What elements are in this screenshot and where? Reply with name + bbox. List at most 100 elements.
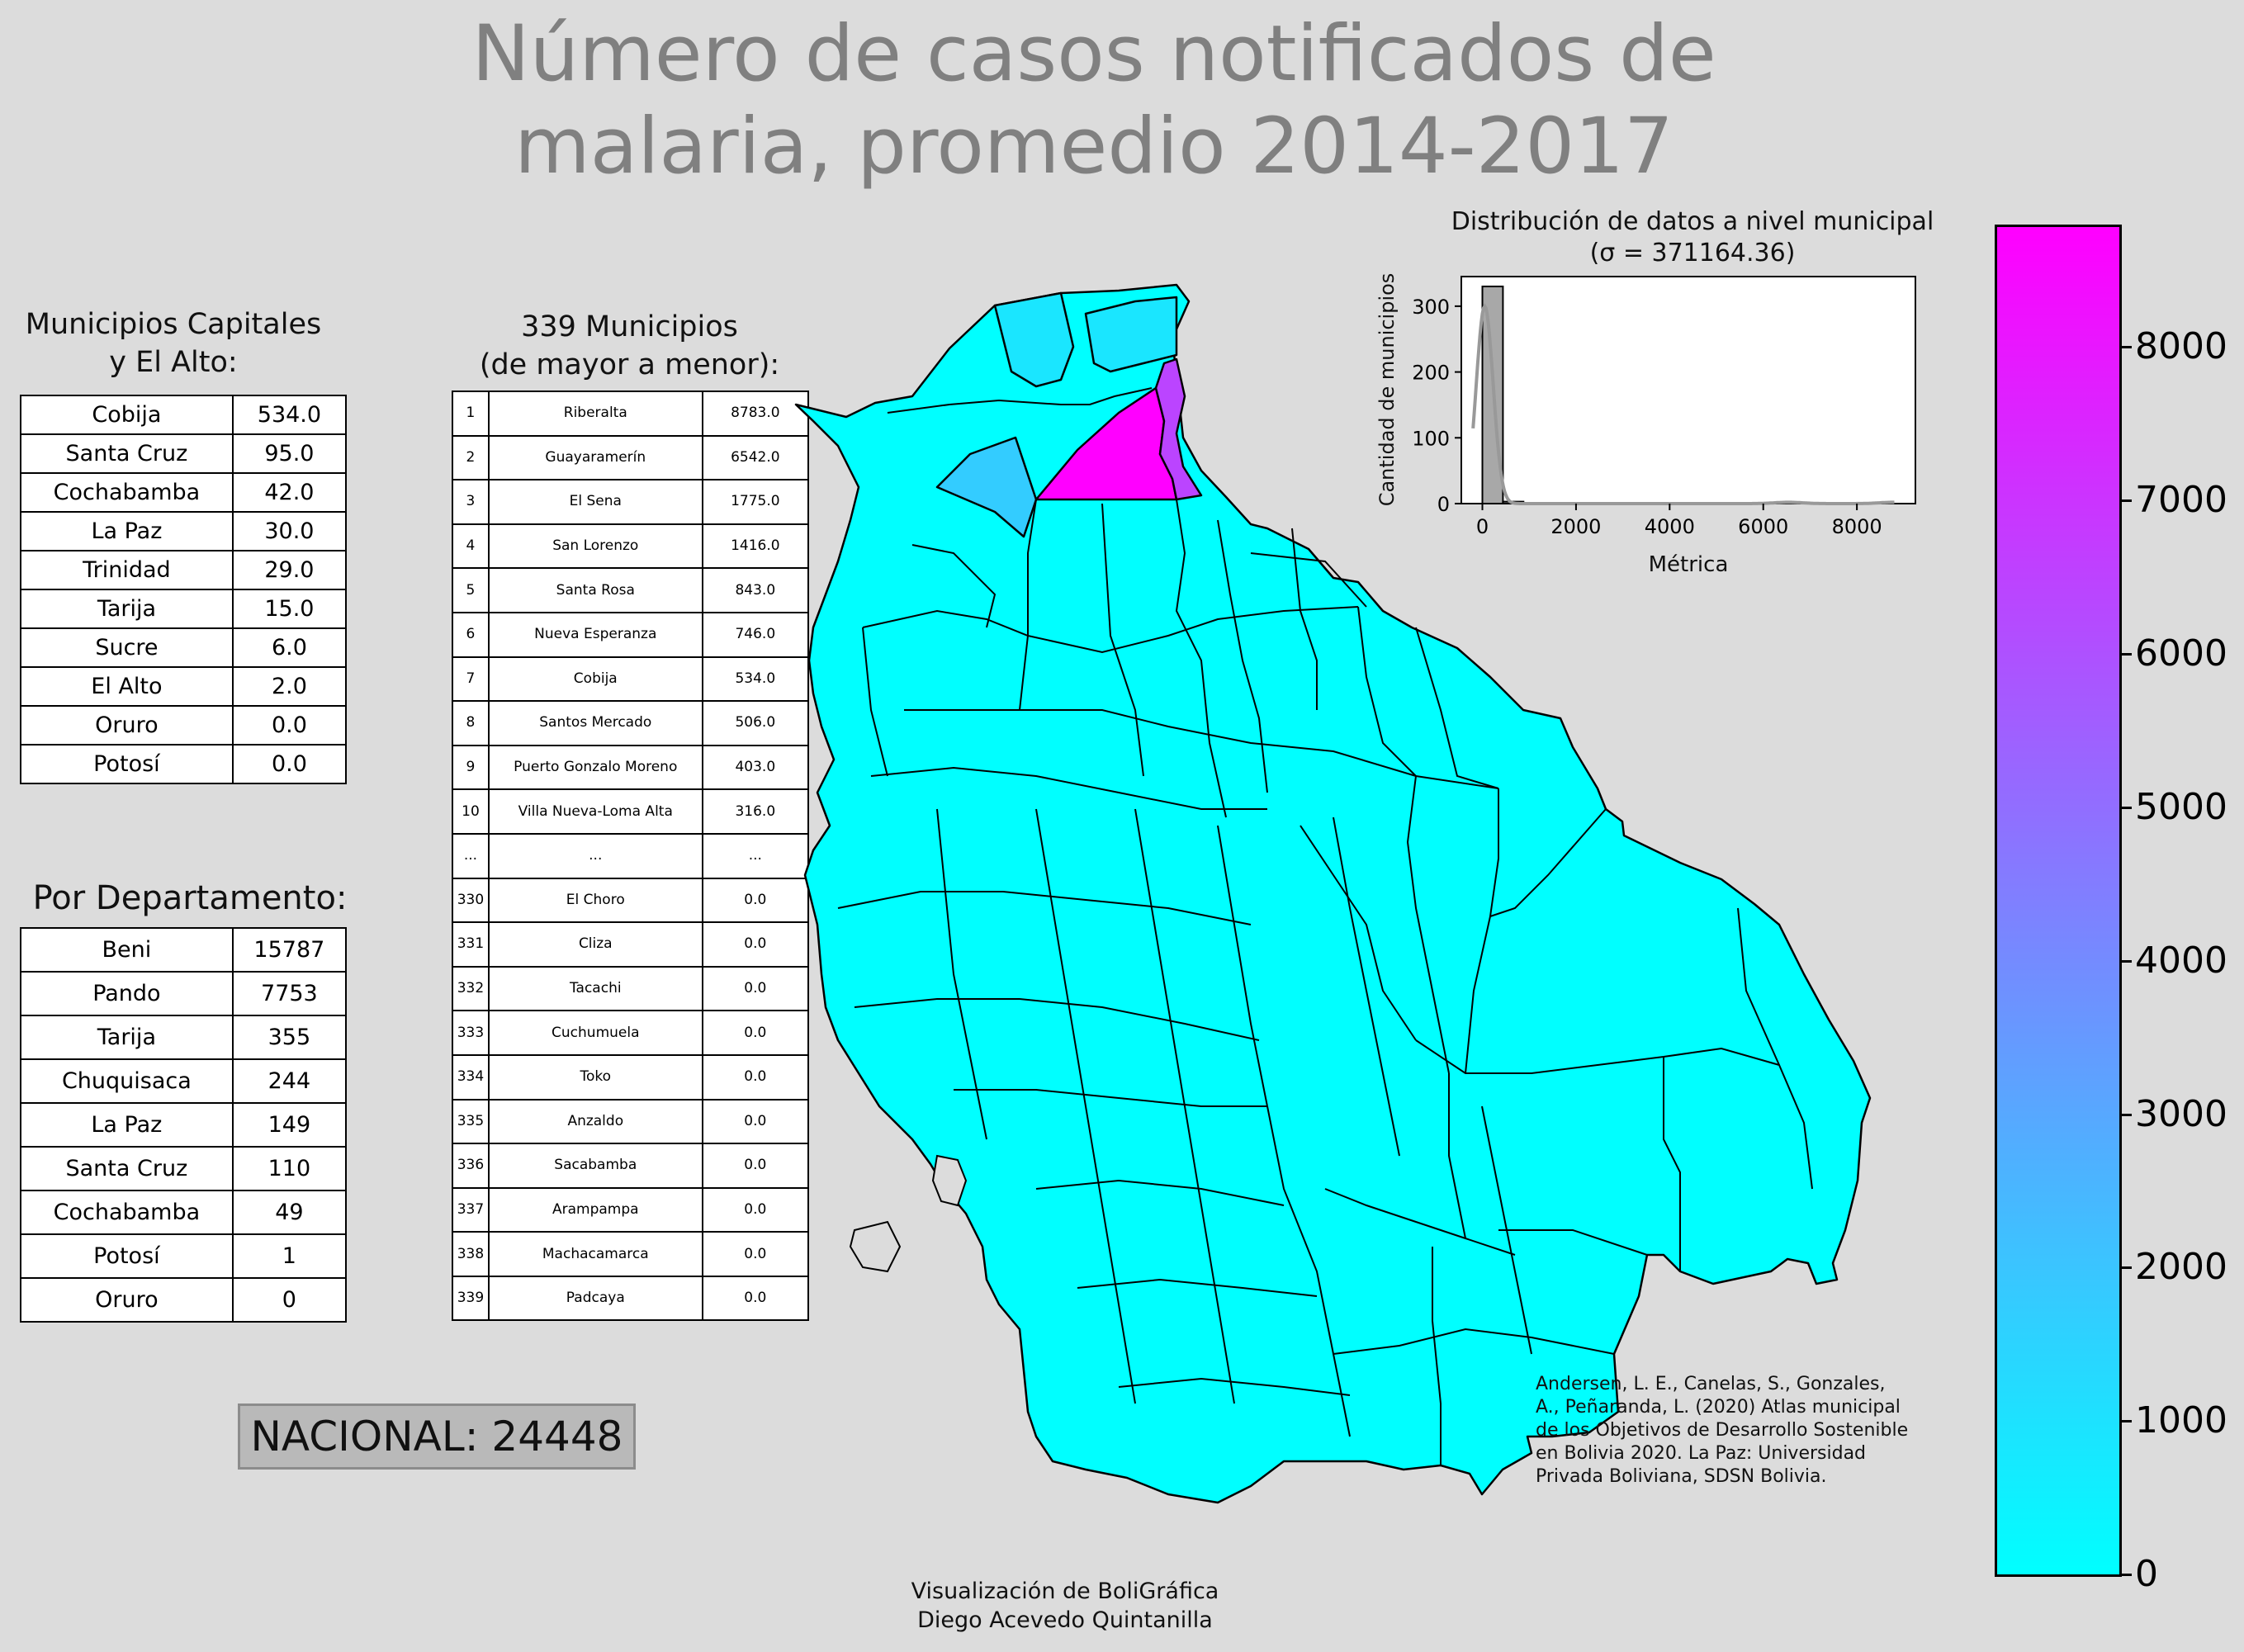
- colorbar-tick: [2120, 653, 2132, 656]
- department-row-value: 149: [231, 1102, 348, 1148]
- municipality-row: 9 Puerto Gonzalo Moreno 403.0: [452, 744, 810, 791]
- capital-row-value: 30.0: [231, 511, 348, 551]
- colorbar-tick: [2120, 959, 2132, 963]
- municipality-row-name: Cobija: [487, 656, 703, 703]
- title-line-1: Número de casos notificados de: [471, 9, 1716, 99]
- department-row-name: La Paz: [20, 1102, 234, 1148]
- municipality-row-name: Tacachi: [487, 965, 703, 1012]
- municipality-row-value: 0.0: [701, 877, 810, 924]
- municipality-row-name: Anzaldo: [487, 1098, 703, 1145]
- municipality-row-rank: 339: [452, 1275, 490, 1322]
- departments-heading: Por Departamento:: [32, 879, 348, 917]
- municipality-row-rank: 9: [452, 744, 490, 791]
- municipality-row-rank: 6: [452, 611, 490, 658]
- colorbar-tick-label: 3000: [2135, 1092, 2227, 1135]
- colorbar-tick: [2120, 499, 2132, 503]
- municipalities-heading: 339 Municipios (de mayor a menor):: [450, 308, 809, 384]
- municipality-row-value: ...: [701, 832, 810, 879]
- municipality-row-value: 843.0: [701, 567, 810, 613]
- colorbar-tick: [2120, 1113, 2132, 1116]
- histogram-chart: 0 2000 4000 6000 8000 0 100 200 300 Métrica Can…: [1375, 273, 1916, 577]
- municipality-row: 331 Cliza 0.0: [452, 921, 810, 968]
- capital-row-value: 0.0: [231, 744, 348, 784]
- municipality-row-name: Santos Mercado: [487, 700, 703, 746]
- department-row: La Paz 149: [20, 1102, 348, 1148]
- department-row: Tarija 355: [20, 1015, 348, 1060]
- municipality-row: 335 Anzaldo 0.0: [452, 1098, 810, 1145]
- municipality-row: .........: [452, 832, 810, 879]
- capital-row: Sucre 6.0: [20, 627, 348, 668]
- municipality-row-name: El Choro: [487, 877, 703, 924]
- colorbar-tick: [2120, 806, 2132, 809]
- municipality-row-rank: 336: [452, 1143, 490, 1189]
- municipality-row-name: Padcaya: [487, 1275, 703, 1322]
- capital-row-value: 95.0: [231, 433, 348, 474]
- municipality-row-value: 8783.0: [701, 391, 810, 437]
- capital-row-value: 0.0: [231, 705, 348, 746]
- capital-row: Trinidad 29.0: [20, 550, 348, 590]
- capital-row-name: Potosí: [20, 744, 234, 784]
- histogram-xtick-label: 2000: [1550, 515, 1601, 538]
- municipality-row-value: 1416.0: [701, 523, 810, 570]
- colorbar-tick-label: 6000: [2135, 632, 2227, 675]
- municipality-row: 3 El Sena 1775.0: [452, 479, 810, 525]
- municipality-row: 336 Sacabamba 0.0: [452, 1143, 810, 1189]
- department-row: Beni 15787: [20, 927, 348, 973]
- municipality-row-rank: 5: [452, 567, 490, 613]
- department-row-value: 0: [231, 1277, 348, 1323]
- municipality-row-rank: 10: [452, 788, 490, 835]
- municipality-row: 7 Cobija 534.0: [452, 656, 810, 703]
- municipality-row: 334 Toko 0.0: [452, 1053, 810, 1101]
- municipality-row-name: ...: [487, 832, 703, 879]
- municipality-row-rank: 331: [452, 921, 490, 968]
- histogram-xtick-label: 0: [1476, 515, 1489, 538]
- municipalities-table: 1 Riberalta 8783.0 2 Guayaramerín 6542.0 3 El S…: [452, 391, 810, 1322]
- title-line-2: malaria, promedio 2014-2017: [514, 102, 1674, 192]
- colorbar: [1995, 225, 2122, 1577]
- histogram-ytick-label: 300: [1412, 296, 1450, 319]
- municipality-row-name: Villa Nueva-Loma Alta: [487, 788, 703, 835]
- municipality-row-rank: 332: [452, 965, 490, 1012]
- municipality-row: 5 Santa Rosa 843.0: [452, 567, 810, 613]
- histogram-xlabel: Métrica: [1649, 552, 1729, 577]
- department-row: Potosí 1: [20, 1233, 348, 1279]
- municipalities-heading-line-2: (de mayor a menor):: [479, 348, 780, 381]
- municipality-row-name: Machacamarca: [487, 1231, 703, 1277]
- department-row: Santa Cruz 110: [20, 1146, 348, 1191]
- salt-flat: [849, 1220, 902, 1273]
- municipality-row-value: 0.0: [701, 1275, 810, 1322]
- department-row-name: Tarija: [20, 1015, 234, 1060]
- bolivia-outline: [794, 283, 1872, 1504]
- municipality-row: 1 Riberalta 8783.0: [452, 391, 810, 437]
- credits-line-2: Diego Acevedo Quintanilla: [917, 1607, 1213, 1633]
- municipality-row-rank: 338: [452, 1231, 490, 1277]
- municipality-row-name: San Lorenzo: [487, 523, 703, 570]
- municipality-row-value: 0.0: [701, 965, 810, 1012]
- capital-row-value: 15.0: [231, 589, 348, 629]
- department-row: Cochabamba 49: [20, 1190, 348, 1235]
- credits-line-1: Visualización de BoliGráfica: [911, 1579, 1219, 1604]
- municipality-row-rank: 4: [452, 523, 490, 570]
- municipality-row-name: El Sena: [487, 479, 703, 525]
- pando-west-region: [993, 291, 1075, 388]
- department-row-value: 355: [231, 1015, 348, 1060]
- department-row-value: 1: [231, 1233, 348, 1279]
- municipality-row: 332 Tacachi 0.0: [452, 965, 810, 1012]
- colorbar-tick-label: 7000: [2135, 479, 2227, 522]
- colorbar-tick-label: 0: [2135, 1553, 2158, 1595]
- national-total-box: NACIONAL: 24448: [238, 1403, 636, 1470]
- municipality-row-rank: 1: [452, 391, 490, 437]
- capital-row: Tarija 15.0: [20, 589, 348, 629]
- capital-row-name: El Alto: [20, 666, 234, 707]
- municipality-row-value: 0.0: [701, 1231, 810, 1277]
- municipality-row-name: Guayaramerín: [487, 434, 703, 481]
- capital-row-name: Trinidad: [20, 550, 234, 590]
- capitals-heading: Municipios Capitales y El Alto:: [0, 305, 347, 381]
- municipality-row: 333 Cuchumuela 0.0: [452, 1010, 810, 1056]
- capital-row-value: 534.0: [231, 395, 348, 435]
- municipality-row-value: 0.0: [701, 1010, 810, 1056]
- histogram-title-line-1: Distribución de datos a nivel municipal: [1451, 207, 1934, 236]
- municipality-row-name: Puerto Gonzalo Moreno: [487, 744, 703, 791]
- department-row-value: 49: [231, 1190, 348, 1235]
- municipality-row-value: 6542.0: [701, 434, 810, 481]
